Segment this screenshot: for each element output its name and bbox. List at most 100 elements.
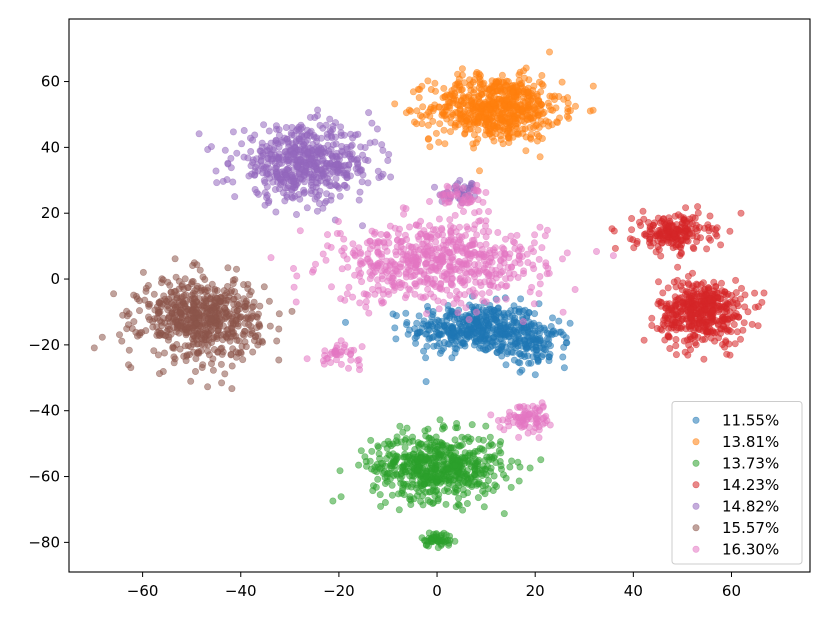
scatter-point (500, 426, 508, 434)
scatter-point (497, 462, 505, 470)
scatter-point (333, 230, 341, 238)
scatter-point (357, 447, 365, 455)
scatter-point (422, 259, 430, 267)
scatter-point (506, 341, 514, 349)
scatter-point (488, 308, 496, 316)
scatter-point (505, 333, 513, 341)
scatter-point (440, 298, 448, 306)
scatter-point (353, 356, 361, 364)
legend-label: 15.57% (722, 519, 779, 537)
scatter-point (251, 333, 259, 341)
scatter-point (428, 334, 436, 342)
scatter-point (436, 120, 444, 128)
scatter-point (559, 353, 567, 361)
scatter-point (534, 412, 542, 420)
series-4-points (608, 203, 768, 363)
scatter-point (446, 128, 454, 136)
scatter-point (231, 193, 239, 201)
scatter-point (515, 433, 523, 441)
scatter-point (364, 157, 372, 165)
scatter-point (228, 362, 236, 370)
scatter-point (475, 217, 483, 225)
scatter-point (207, 143, 215, 151)
scatter-point (470, 470, 478, 478)
scatter-point (486, 433, 494, 441)
scatter-point (222, 309, 230, 317)
scatter-point (454, 70, 462, 78)
scatter-point (531, 310, 539, 318)
scatter-point (340, 235, 348, 243)
legend-marker (692, 502, 700, 510)
scatter-point (447, 191, 455, 199)
scatter-point (528, 340, 536, 348)
scatter-point (341, 318, 349, 326)
scatter-point (423, 454, 431, 462)
scatter-point (463, 471, 471, 479)
scatter-point (249, 348, 257, 356)
scatter-point (440, 126, 448, 134)
scatter-point (463, 114, 471, 122)
scatter-point (232, 332, 240, 340)
scatter-point (673, 276, 681, 284)
scatter-point (455, 501, 463, 509)
scatter-point (138, 328, 146, 336)
scatter-point (524, 404, 532, 412)
scatter-point (515, 477, 523, 485)
scatter-point (371, 228, 379, 236)
scatter-point (171, 255, 179, 263)
scatter-point (459, 278, 467, 286)
scatter-point (426, 498, 434, 506)
scatter-point (297, 133, 305, 141)
scatter-point (542, 412, 550, 420)
scatter-point (520, 74, 528, 82)
scatter-point (289, 150, 297, 158)
y-tick-label: −20 (28, 336, 60, 354)
scatter-point (295, 191, 303, 199)
scatter-point (500, 510, 508, 518)
scatter-point (397, 238, 405, 246)
scatter-point (571, 102, 579, 110)
scatter-point (417, 230, 425, 238)
scatter-point (717, 241, 725, 249)
scatter-point (665, 333, 673, 341)
scatter-point (519, 269, 527, 277)
scatter-point (255, 321, 263, 329)
scatter-point (462, 244, 470, 252)
scatter-point (524, 101, 532, 109)
scatter-point (484, 272, 492, 280)
scatter-point (497, 268, 505, 276)
scatter-point (447, 227, 455, 235)
scatter-point (368, 447, 376, 455)
scatter-point (444, 198, 452, 206)
scatter-point (182, 321, 190, 329)
scatter-point (464, 251, 472, 259)
scatter-point (477, 250, 485, 258)
scatter-point (504, 134, 512, 142)
scatter-point (571, 285, 579, 293)
scatter-point (417, 497, 425, 505)
scatter-point (228, 385, 236, 393)
scatter-point (364, 179, 372, 187)
scatter-point (535, 423, 543, 431)
scatter-point (468, 236, 476, 244)
scatter-point (441, 140, 449, 148)
y-tick-label: 20 (41, 204, 60, 222)
scatter-point (391, 100, 399, 108)
scatter-point (459, 208, 467, 216)
scatter-point (509, 348, 517, 356)
scatter-point (275, 325, 283, 333)
scatter-point (760, 289, 768, 297)
scatter-point (666, 344, 674, 352)
scatter-point (132, 292, 140, 300)
scatter-point (440, 472, 448, 480)
scatter-point (448, 354, 456, 362)
scatter-point (542, 346, 550, 354)
scatter-point (403, 252, 411, 260)
x-tick-label: −60 (127, 582, 159, 600)
scatter-point (383, 257, 391, 265)
scatter-point (686, 346, 694, 354)
scatter-point (732, 276, 740, 284)
scatter-point (531, 371, 539, 379)
scatter-point (316, 121, 324, 129)
scatter-point (664, 239, 672, 247)
